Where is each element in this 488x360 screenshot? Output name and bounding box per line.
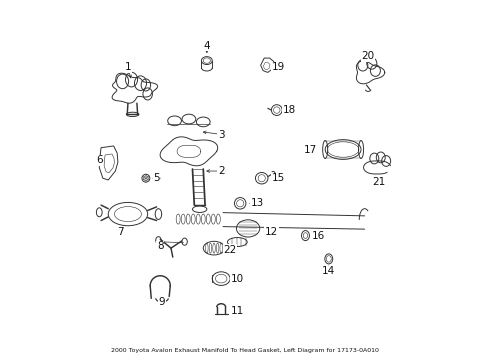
Text: 9: 9 <box>159 297 165 307</box>
Text: 4: 4 <box>203 41 210 50</box>
Text: 16: 16 <box>311 231 324 240</box>
Text: 3: 3 <box>218 130 224 140</box>
Text: 5: 5 <box>153 173 160 183</box>
Text: 2: 2 <box>218 166 224 176</box>
Text: 14: 14 <box>322 266 335 276</box>
Text: 21: 21 <box>371 177 385 187</box>
Text: 19: 19 <box>271 62 285 72</box>
Text: 6: 6 <box>96 155 102 165</box>
Text: 12: 12 <box>264 227 278 237</box>
Text: 13: 13 <box>250 198 263 208</box>
Text: 17: 17 <box>304 144 317 154</box>
Text: 8: 8 <box>157 241 163 251</box>
Text: 20: 20 <box>361 51 374 61</box>
Text: 10: 10 <box>230 274 244 284</box>
Text: 1: 1 <box>124 62 131 72</box>
Text: 22: 22 <box>223 245 236 255</box>
Text: 7: 7 <box>117 227 124 237</box>
Text: 15: 15 <box>271 173 285 183</box>
Text: 11: 11 <box>230 306 244 316</box>
Text: 18: 18 <box>282 105 295 115</box>
Text: 2000 Toyota Avalon Exhaust Manifold To Head Gasket, Left Diagram for 17173-0A010: 2000 Toyota Avalon Exhaust Manifold To H… <box>110 348 378 353</box>
